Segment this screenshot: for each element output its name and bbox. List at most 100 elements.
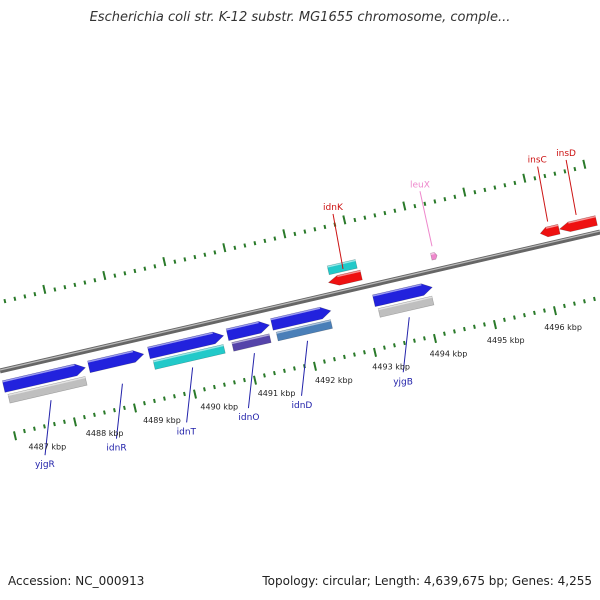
gene-insC-body[interactable]	[539, 223, 561, 238]
ruler-minor-tick	[223, 382, 226, 387]
gene-idnT-label[interactable]: idnT	[177, 427, 197, 437]
gene-yjgB-cds-body[interactable]	[377, 295, 435, 318]
accession-text: Accession: NC_000913	[8, 574, 145, 588]
gene-yjgR-cds-body[interactable]	[7, 376, 88, 404]
gene-track[interactable]	[1, 215, 598, 404]
ruler-minor-tick	[583, 299, 586, 304]
gene-idnD-shine	[270, 307, 321, 321]
kbp-tick-label: 4487 kbp	[29, 442, 67, 451]
gene-idnK-shine	[337, 270, 361, 278]
gene-idnK-body[interactable]	[327, 269, 363, 287]
ruler-minor-tick	[63, 419, 66, 424]
gene-idnD[interactable]	[270, 305, 332, 331]
gene-yjgR-label[interactable]: yjgR	[35, 460, 55, 470]
gene-insD-body[interactable]	[558, 215, 598, 234]
gene-yjgB-label[interactable]: yjgB	[393, 377, 413, 387]
gene-idnO-label[interactable]: idnO	[238, 413, 259, 423]
ruler-minor-tick	[203, 252, 207, 257]
gene-idnT-body[interactable]	[147, 330, 225, 360]
gene-idnK[interactable]	[327, 269, 363, 287]
gene-idnD-cds[interactable]	[275, 319, 333, 342]
ruler-minor-tick	[473, 324, 476, 329]
kbp-tick-label: 4491 kbp	[258, 389, 296, 398]
ruler-minor-tick	[273, 370, 276, 376]
gene-idnR[interactable]	[87, 348, 145, 374]
backbone-line	[0, 229, 600, 374]
ruler-minor-tick	[23, 428, 26, 434]
kbp-tick-label: 4492 kbp	[315, 376, 353, 385]
gene-idnT[interactable]	[147, 330, 225, 360]
ruler-minor-tick	[93, 278, 97, 283]
ruler-minor-tick	[213, 384, 216, 390]
ruler-minor-tick	[483, 322, 486, 327]
gene-idnR-leader	[115, 383, 123, 439]
gene-idnT-cds-body[interactable]	[152, 344, 226, 370]
gene-idnD-cds-body[interactable]	[275, 319, 333, 342]
gene-idnD-label[interactable]: idnD	[292, 401, 313, 411]
gene-yjgB-cds[interactable]	[377, 295, 435, 318]
ruler-minor-tick	[343, 354, 346, 360]
gene-idnT-cds[interactable]	[152, 344, 226, 370]
gene-insC-leader	[537, 166, 549, 222]
ruler-minor-tick	[383, 210, 387, 216]
ruler-minor-tick	[83, 414, 86, 420]
gene-idnR-label[interactable]: idnR	[106, 444, 126, 454]
gene-yjgR-body[interactable]	[1, 362, 87, 393]
ruler-minor-tick	[313, 227, 317, 232]
ruler-minor-tick	[553, 171, 557, 176]
gene-idnO[interactable]	[225, 319, 271, 341]
gene-idnD-body[interactable]	[270, 305, 332, 331]
gene-idnO-cds-body[interactable]	[231, 333, 272, 352]
ruler-minor-tick	[323, 359, 326, 364]
ruler-minor-tick	[253, 241, 257, 246]
gene-insD-label[interactable]: insD	[556, 149, 576, 159]
ruler-minor-tick	[513, 180, 517, 186]
gene-idnO-body[interactable]	[225, 319, 271, 341]
gene-insD[interactable]	[558, 215, 598, 234]
ruler-minor-tick	[123, 405, 126, 411]
gene-insC[interactable]	[539, 223, 561, 238]
gene-yjgB-body[interactable]	[372, 281, 433, 308]
ruler-major-tick	[13, 431, 17, 441]
gene-idnK-label[interactable]: idnK	[323, 203, 344, 213]
ruler-minor-tick	[513, 315, 516, 320]
gene-idnR-body[interactable]	[87, 348, 145, 374]
ruler-minor-tick	[143, 401, 146, 406]
gene-yjgR-leader	[44, 400, 52, 456]
ruler-major-tick	[553, 306, 557, 316]
ruler-minor-tick	[393, 208, 397, 213]
ruler-minor-tick	[453, 329, 456, 334]
ruler-major-tick	[42, 284, 47, 295]
ruler-minor-tick	[353, 217, 357, 223]
gene-yjgB-cds-shine	[378, 296, 433, 311]
ruler-minor-tick	[543, 173, 547, 179]
ruler-minor-tick	[533, 176, 537, 181]
ruler-minor-tick	[153, 398, 156, 404]
ruler-minor-tick	[243, 243, 247, 248]
gene-idnO-leader	[247, 353, 255, 409]
gene-idnO-cds[interactable]	[231, 333, 272, 352]
chromosome-backbone	[0, 229, 600, 374]
gene-yjgB[interactable]	[372, 281, 433, 308]
ruler-minor-tick	[203, 387, 206, 392]
ruler-minor-tick	[303, 229, 307, 234]
ruler-major-tick	[522, 173, 527, 183]
ruler-major-tick	[313, 361, 317, 371]
ruler-minor-tick	[423, 336, 426, 341]
ruler-minor-tick	[533, 310, 536, 316]
gene-yjgR[interactable]	[1, 362, 87, 393]
ruler-minor-tick	[433, 199, 437, 204]
ruler-minor-tick	[113, 408, 116, 413]
ruler-major-tick	[373, 347, 377, 357]
ruler-minor-tick	[53, 421, 56, 427]
gene-yjgR-cds[interactable]	[7, 376, 88, 404]
ruler-major-tick	[433, 333, 437, 344]
gene-insC-label[interactable]: insC	[528, 156, 547, 166]
gene-leuX-shine	[430, 252, 435, 256]
gene-leuX-label[interactable]: leuX	[410, 180, 430, 190]
ruler-minor-tick	[153, 264, 157, 269]
ruler-major-tick	[493, 319, 497, 330]
gene-leuX[interactable]	[430, 252, 438, 261]
ruler-minor-tick	[483, 187, 487, 193]
